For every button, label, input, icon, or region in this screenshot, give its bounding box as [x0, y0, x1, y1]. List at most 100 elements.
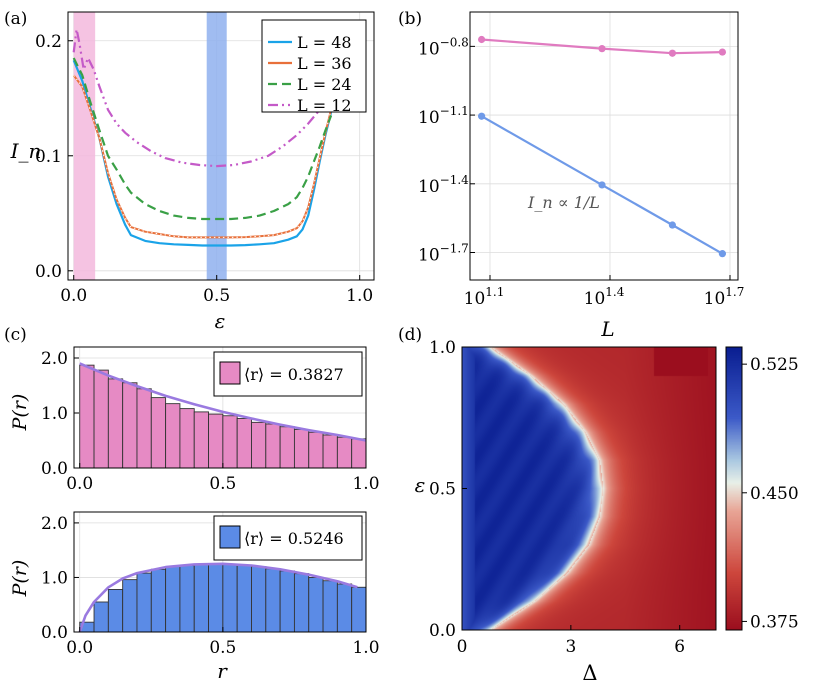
axes-frame-b	[469, 11, 739, 281]
y-tick-label-b: 10−1.1	[418, 104, 469, 128]
data-point-top	[718, 48, 727, 56]
fit-curve	[78, 562, 358, 633]
shaded-band-blue	[206, 12, 227, 280]
histogram-bar	[150, 568, 167, 633]
x-axis-label-b: L	[600, 317, 614, 341]
histogram-bar	[222, 415, 238, 469]
y-tick-label-c: 1.0	[41, 568, 68, 588]
histogram-bar	[336, 436, 353, 469]
series-line-L48	[72, 59, 333, 247]
histogram-bar	[222, 563, 238, 633]
colorbar-frame	[725, 346, 743, 631]
y-tick-label-c: 0.0	[41, 623, 68, 643]
histogram-bar	[265, 568, 281, 633]
series-line-L12	[72, 28, 347, 168]
axes-frame-c-top	[73, 346, 367, 469]
histogram-bar	[122, 382, 138, 469]
data-point-bottom	[718, 250, 727, 258]
histogram-bar	[308, 577, 324, 633]
y-tick-label-b: 10−1.7	[418, 242, 469, 266]
y-tick-label-c: 0.0	[41, 459, 68, 479]
histogram-bar	[236, 565, 252, 633]
legend-text-c-bottom: ⟨r⟩ = 0.5246	[244, 529, 344, 548]
x-tick-label-d: 6	[674, 637, 685, 657]
y-tick-label-c: 2.0	[41, 514, 68, 534]
histogram-bar	[236, 418, 252, 469]
fit-curve	[79, 362, 367, 442]
heatmap-d	[462, 347, 716, 630]
histogram-bar	[351, 586, 367, 633]
x-axis-label-a: ε	[215, 309, 226, 333]
scaling-annotation: I_n ∝ 1/L	[527, 193, 600, 212]
x-tick-exponent-b: 1.7	[725, 285, 744, 299]
panel-d: 0 3 6 0.0 0.5 1.0 0.525 0.450 0.375 (d) ε Δ	[398, 325, 799, 685]
x-tick-label-c: 0.5	[209, 474, 236, 494]
histogram-bar	[193, 411, 209, 469]
histogram-bar	[279, 426, 295, 469]
histogram-bar	[150, 397, 167, 469]
shaded-band-pink	[73, 12, 96, 280]
x-tick-label-a: 0.0	[60, 286, 87, 306]
legend-label-1: L = 36	[297, 54, 352, 73]
y-axis-label-c-bottom: P(r)	[9, 560, 31, 598]
x-tick-label-d: 3	[565, 637, 576, 657]
y-tick-label-d: 0.0	[429, 621, 456, 641]
axes-frame-a	[67, 11, 375, 281]
legend-swatch-pink	[219, 361, 241, 385]
x-tick-exponent-b: 1.1	[485, 285, 504, 299]
histogram-bar	[107, 589, 124, 633]
panel-label-b: (b)	[398, 9, 422, 29]
x-axis-label-d: Δ	[582, 661, 597, 685]
y-axis-label-d: ε	[415, 473, 426, 497]
panel-b: 101.1 101.4 101.710−0.810−1.110−1.410−1.7 …	[398, 9, 744, 341]
histogram-bar	[93, 369, 109, 469]
histogram-bar	[193, 563, 209, 633]
legend-c-top: ⟨r⟩ = 0.3827	[213, 351, 363, 397]
histogram-bar	[351, 438, 367, 469]
histogram-bar	[179, 408, 195, 469]
series-line-L36-dots	[73, 75, 332, 238]
histogram-bar	[93, 601, 109, 633]
y-axis-label-c-top: P(r)	[9, 394, 31, 432]
x-tick-label-c: 0.0	[66, 638, 93, 658]
y-tick-label-a: 0.2	[35, 32, 62, 52]
legend-a: L = 48 L = 36 L = 24 L = 12	[261, 19, 367, 115]
y-tick-label-a: 0.1	[35, 147, 62, 167]
histogram-bar	[179, 565, 195, 633]
histogram-bar	[265, 423, 281, 469]
x-tick-label-c: 1.0	[352, 474, 379, 494]
x-tick-label-b: 101.7	[704, 285, 745, 309]
y-tick-label-c: 1.0	[41, 404, 68, 424]
x-axis-label-c: r	[217, 659, 228, 683]
data-point-bottom	[598, 181, 606, 189]
y-tick-exponent-b: −1.1	[440, 104, 469, 118]
y-tick-label-a: 0.0	[35, 262, 62, 282]
colorbar-tick-label: 0.525	[750, 355, 799, 375]
histogram-bar	[336, 583, 353, 633]
histogram-bar	[79, 364, 95, 469]
histogram-bar	[322, 580, 338, 633]
data-point-top	[598, 45, 606, 53]
legend-label-2: L = 24	[297, 75, 352, 94]
x-tick-exponent-b: 1.4	[605, 285, 624, 299]
colorbar	[726, 347, 742, 630]
histogram-bar	[107, 378, 124, 469]
y-tick-exponent-b: −1.7	[440, 242, 469, 256]
panel-c: 0.0 0.5 1.0 0.0 1.0 2.0 ⟨r⟩ = 0.3827 0.0 0.5 1.…	[4, 325, 380, 683]
y-tick-label-d: 1.0	[429, 338, 456, 358]
y-axis-label-a: I_n	[10, 139, 42, 163]
histogram-bar	[122, 579, 138, 633]
colorbar-tick-label: 0.450	[750, 484, 799, 504]
x-tick-label-c: 0.5	[209, 638, 236, 658]
series-line-bottom	[481, 115, 723, 255]
panel-label-d: (d)	[398, 325, 422, 345]
legend-box-a	[261, 19, 367, 113]
legend-c-bottom: ⟨r⟩ = 0.5246	[213, 515, 363, 561]
panel-label-c: (c)	[4, 325, 27, 345]
y-tick-label-c: 2.0	[41, 349, 68, 369]
x-tick-label-b: 101.1	[464, 285, 505, 309]
y-tick-label-b: 10−1.4	[418, 173, 469, 197]
histogram-bar	[279, 570, 295, 633]
histogram-bar	[136, 388, 152, 469]
